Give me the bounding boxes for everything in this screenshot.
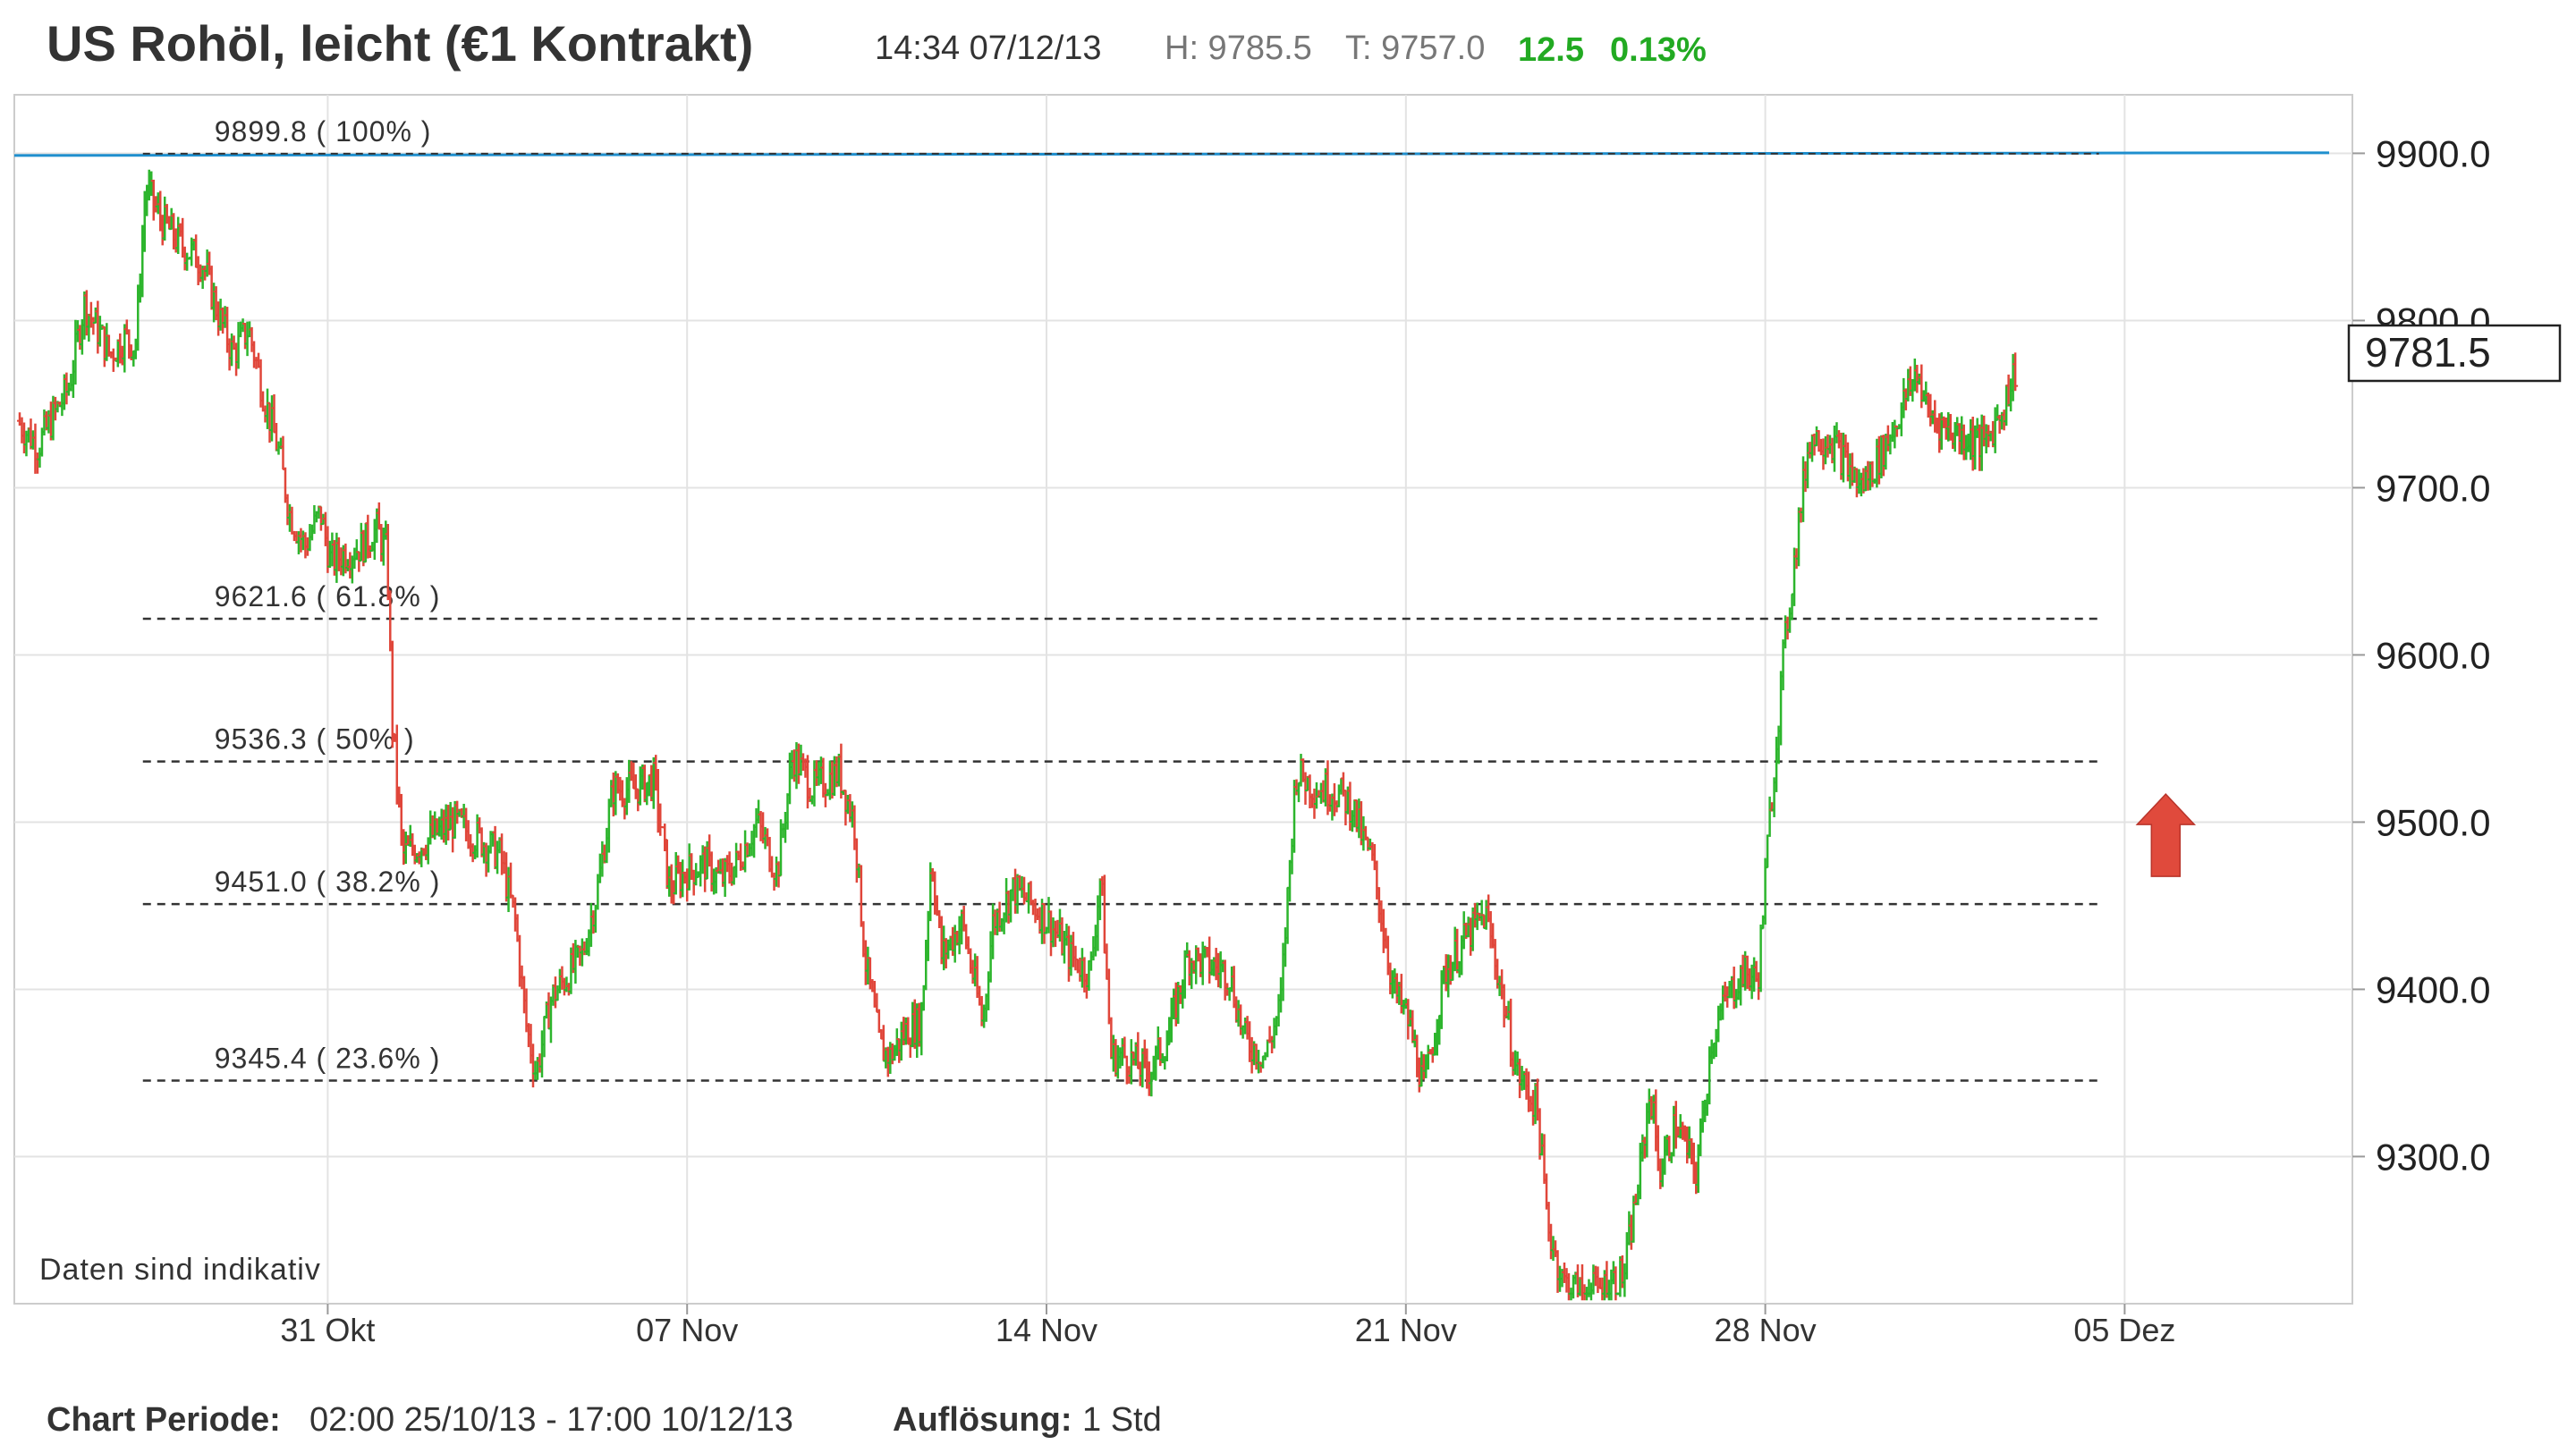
x-tick-label-1: 07 Nov (636, 1312, 738, 1348)
period-label: Chart Periode: (47, 1401, 281, 1439)
x-tick-label-3: 21 Nov (1355, 1312, 1457, 1348)
x-tick-label-2: 14 Nov (996, 1312, 1097, 1348)
y-axis: 9300.09400.09500.09600.09700.09800.09900… (2352, 132, 2490, 1178)
quote-time: 14:34 07/12/13 (875, 30, 1102, 67)
x-tick-label-5: 05 Dez (2073, 1312, 2175, 1348)
ohlc-bar-385 (876, 1009, 882, 1034)
current-price-marker: 9781.5 (2347, 324, 2562, 383)
y-tick-label-6: 9900.0 (2376, 132, 2490, 174)
y-tick-label-3: 9600.0 (2376, 634, 2490, 676)
x-axis: 31 Okt 07 Nov 14 Nov 21 Nov 28 Nov 05 Dez (280, 1304, 2175, 1348)
resolution-value: 1 Std (1082, 1401, 1162, 1439)
fib-label-4: 9345.4 ( 23.6% ) (215, 1043, 441, 1075)
plot-frame (13, 94, 2353, 1305)
signal-arrow-shape (2135, 793, 2197, 877)
chart-footer: Chart Periode: 02:00 25/10/13 - 17:00 10… (47, 1401, 1162, 1439)
y-tick-label-2: 9500.0 (2376, 801, 2490, 843)
y-tick-label-0: 9300.0 (2376, 1136, 2490, 1178)
data-note: Daten sind indikativ (39, 1253, 321, 1287)
current-price-box (2347, 324, 2562, 383)
gridlines (14, 95, 2352, 1304)
chart-title: US Rohöl, leicht (€1 Kontrakt) (47, 15, 753, 72)
resolution-label: Auflösung: (893, 1401, 1072, 1439)
signal-arrow-up-icon (2135, 793, 2197, 877)
quote-change-pct: 0.13% (1610, 31, 1707, 69)
ohlc-bar-894 (2012, 352, 2019, 392)
x-tick-label-0: 31 Okt (280, 1312, 375, 1348)
y-tick-label-1: 9400.0 (2376, 968, 2490, 1010)
quote-change: 12.5 (1518, 31, 1584, 69)
quote-high: H: 9785.5 (1165, 30, 1312, 67)
fib-label-1: 9621.6 ( 61.8% ) (215, 580, 441, 612)
fib-label-3: 9451.0 ( 38.2% ) (215, 866, 441, 898)
x-tick-label-4: 28 Nov (1715, 1312, 1817, 1348)
fibonacci-levels: 9899.8 ( 100% ) 9621.6 ( 61.8% ) 9536.3 ( … (13, 115, 2330, 1082)
fib-label-0: 9899.8 ( 100% ) (215, 115, 432, 148)
period-value: 02:00 25/10/13 - 17:00 10/12/13 (309, 1401, 793, 1439)
quote-low: T: 9757.0 (1345, 30, 1485, 67)
fib-label-2: 9536.3 ( 50% ) (215, 723, 415, 756)
price-bars (17, 169, 2019, 1301)
current-price-label: 9781.5 (2365, 329, 2491, 376)
y-tick-label-4: 9700.0 (2376, 467, 2490, 509)
chart-header: US Rohöl, leicht (€1 Kontrakt) 14:34 07/… (47, 15, 1707, 72)
